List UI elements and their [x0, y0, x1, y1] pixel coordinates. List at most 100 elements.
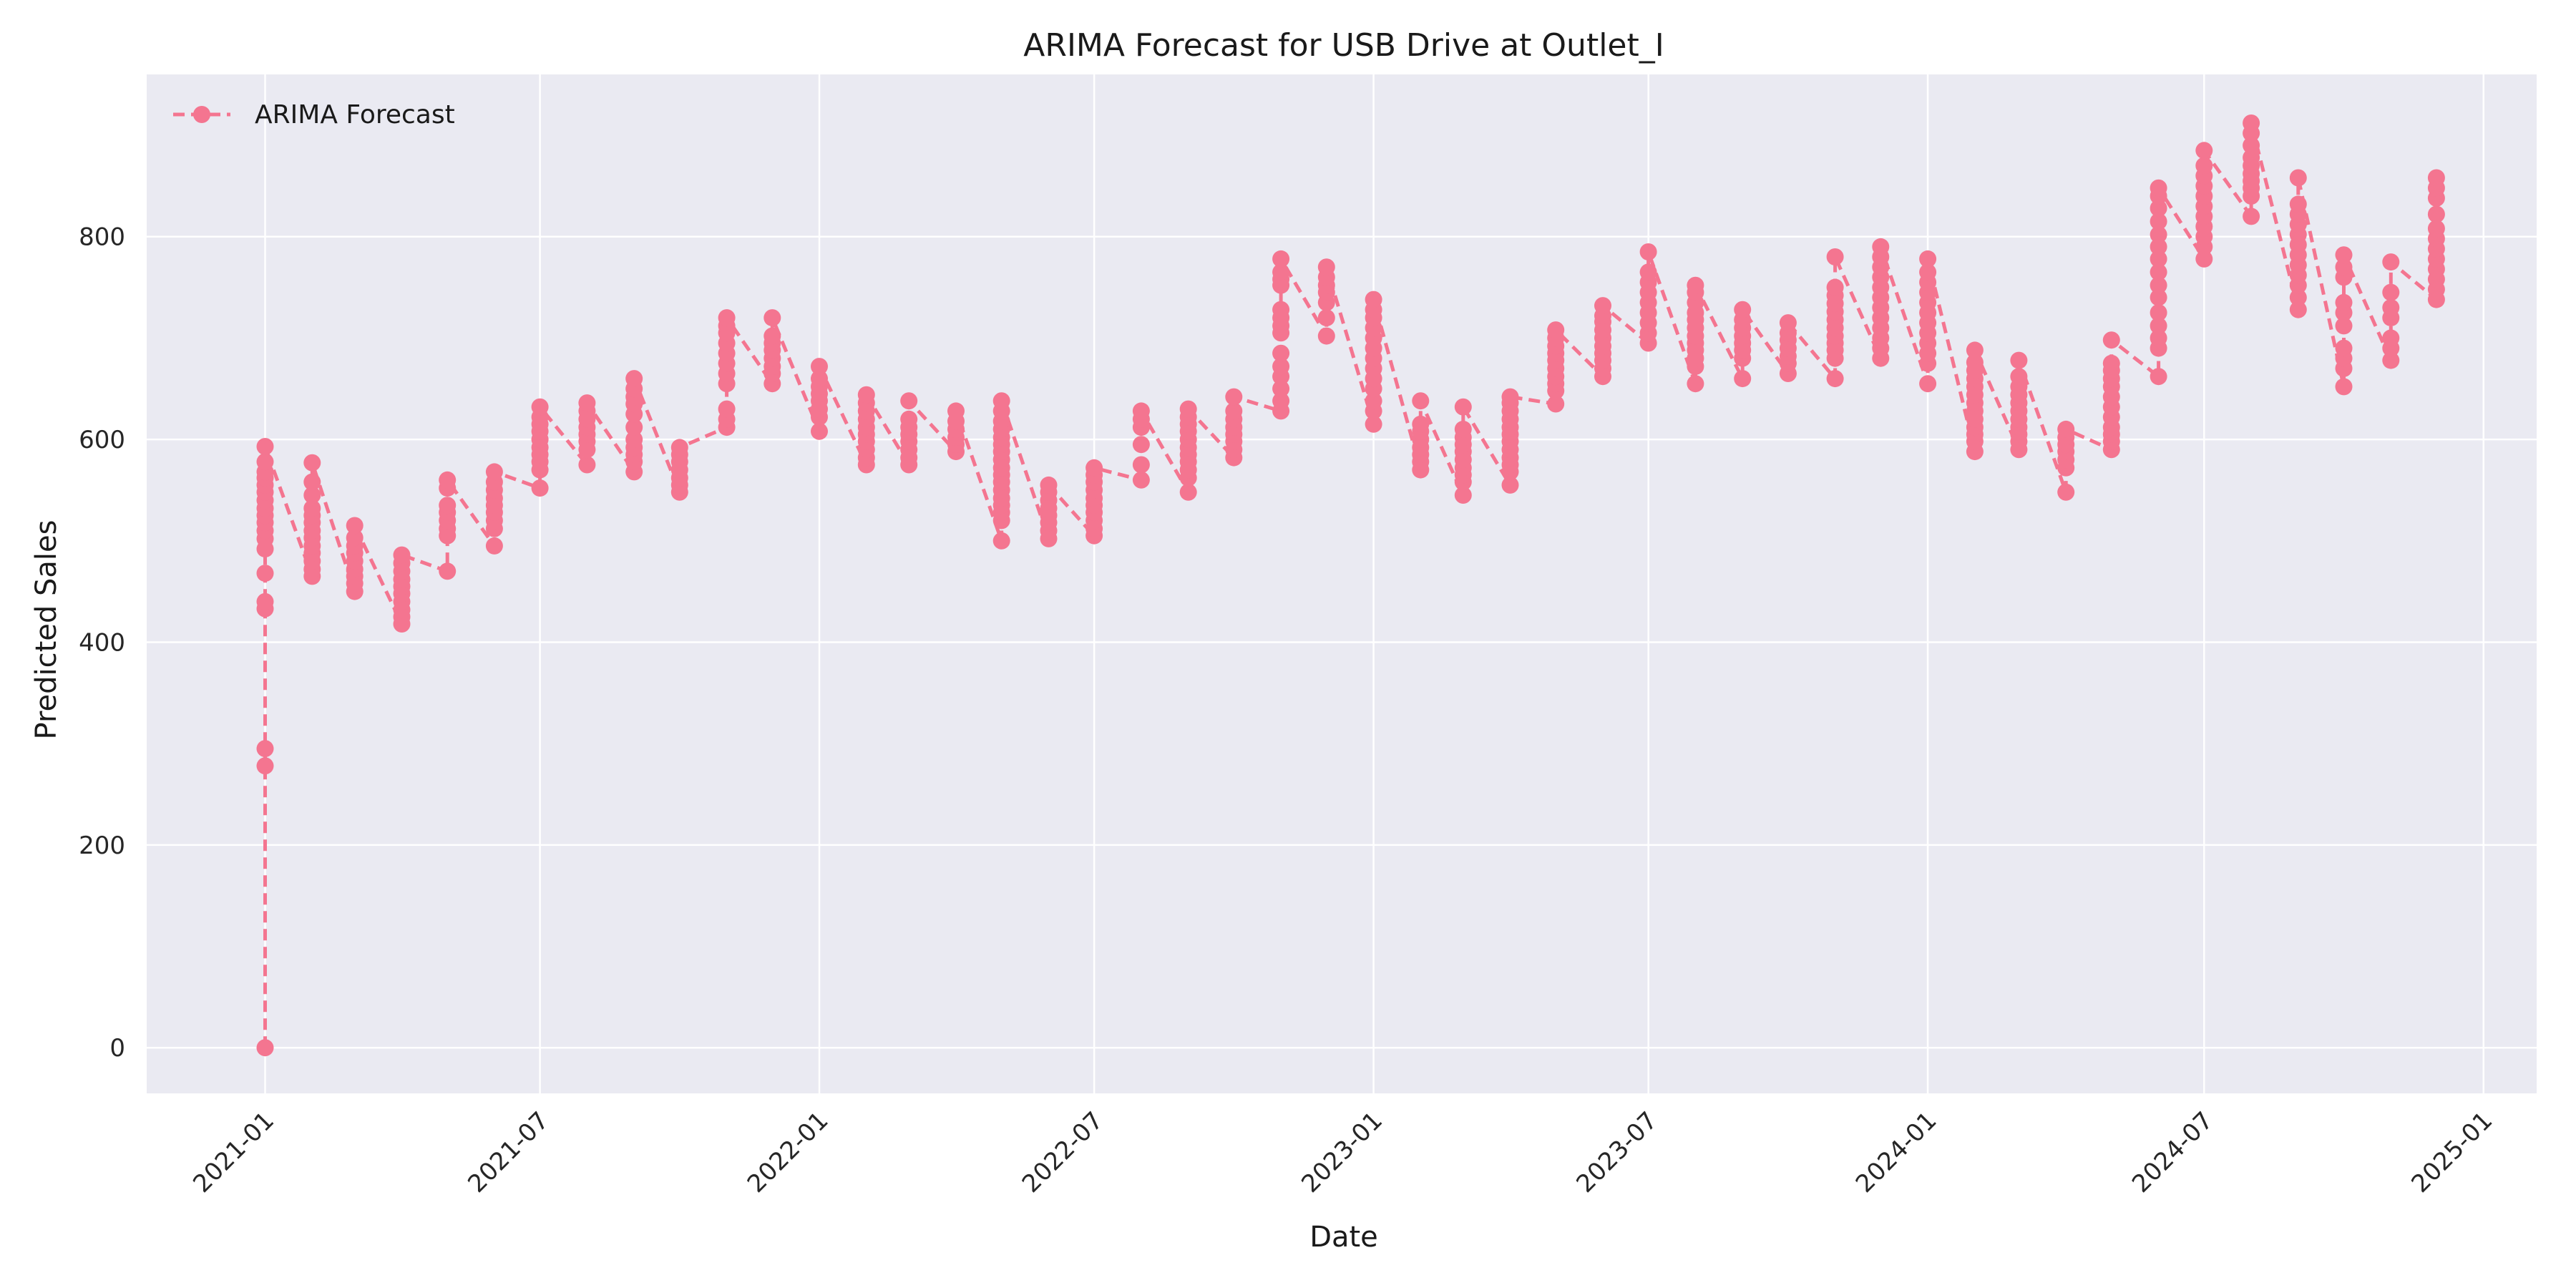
y-tick-label: 0 — [109, 1034, 125, 1063]
data-point — [531, 479, 549, 497]
data-point — [2289, 169, 2307, 187]
data-point — [2382, 329, 2400, 347]
data-point — [2382, 298, 2400, 316]
data-point — [1085, 459, 1103, 477]
data-point — [1966, 341, 1984, 359]
data-point — [1412, 392, 1430, 410]
data-point — [1454, 487, 1472, 504]
data-point — [857, 386, 875, 404]
data-point — [900, 392, 918, 410]
data-point — [1272, 380, 1290, 398]
data-point — [1040, 476, 1058, 494]
data-point — [625, 419, 643, 436]
data-point — [2335, 339, 2353, 357]
data-point — [256, 453, 274, 471]
data-point — [1132, 471, 1150, 489]
data-point — [2150, 179, 2167, 197]
data-point — [2335, 246, 2353, 264]
data-point — [625, 370, 643, 388]
data-point — [1272, 392, 1290, 410]
data-point — [2150, 317, 2167, 335]
data-point — [2243, 137, 2260, 155]
data-point — [670, 439, 688, 457]
data-point — [625, 431, 643, 449]
data-point — [2150, 276, 2167, 294]
y-tick-labels: 0 200 400 600 800 — [79, 223, 125, 1063]
data-point — [992, 532, 1010, 550]
data-point — [718, 309, 736, 327]
data-point — [2427, 205, 2445, 223]
data-point — [439, 471, 457, 489]
data-point — [1132, 402, 1150, 420]
data-point — [2010, 368, 2028, 386]
data-point — [303, 454, 321, 472]
data-point — [2382, 253, 2400, 271]
y-tick-label: 600 — [79, 426, 125, 454]
data-point — [1365, 392, 1382, 410]
data-point — [2150, 238, 2167, 255]
data-point — [2102, 354, 2120, 372]
data-point — [2150, 288, 2167, 306]
data-point — [1547, 321, 1565, 339]
data-point — [439, 497, 457, 514]
data-point — [2382, 351, 2400, 369]
data-point — [1454, 398, 1472, 416]
data-point — [1454, 420, 1472, 438]
data-point — [2150, 225, 2167, 243]
y-tick-label: 400 — [79, 628, 125, 657]
data-point — [900, 410, 918, 428]
plot-area — [147, 74, 2537, 1093]
data-point — [1919, 375, 1937, 393]
data-point — [346, 529, 364, 547]
data-point — [2010, 351, 2028, 369]
data-point — [992, 392, 1010, 410]
data-point — [1687, 276, 1704, 294]
data-point — [256, 565, 274, 582]
data-point — [2243, 208, 2260, 225]
data-point — [1272, 344, 1290, 362]
data-point — [303, 499, 321, 517]
data-point — [1272, 250, 1290, 268]
data-point — [256, 592, 274, 610]
data-point — [2335, 258, 2353, 276]
data-point — [1179, 483, 1197, 501]
data-point — [1966, 353, 1984, 371]
data-point — [2427, 220, 2445, 238]
data-point — [578, 394, 596, 412]
data-point — [1272, 301, 1290, 318]
data-point — [1639, 243, 1657, 260]
data-point — [811, 422, 828, 440]
data-point — [1501, 476, 1519, 494]
data-point — [2335, 317, 2353, 335]
data-point — [2150, 200, 2167, 217]
data-point — [811, 370, 828, 388]
data-point — [1687, 375, 1704, 393]
data-point — [2335, 378, 2353, 396]
data-point — [439, 562, 457, 580]
data-point — [485, 463, 503, 481]
legend-label: ARIMA Forecast — [255, 100, 455, 130]
data-point — [1317, 258, 1335, 276]
data-point — [2289, 288, 2307, 306]
data-point — [2195, 157, 2213, 175]
data-point — [2427, 169, 2445, 187]
data-point — [256, 1039, 274, 1057]
data-point — [1639, 263, 1657, 281]
data-point — [763, 309, 781, 327]
legend-marker-swatch — [193, 106, 210, 123]
legend: ARIMA Forecast — [173, 100, 455, 130]
data-point — [1734, 301, 1752, 318]
data-point — [346, 517, 364, 535]
y-tick-label: 200 — [79, 831, 125, 860]
data-point — [2243, 149, 2260, 167]
data-point — [2289, 301, 2307, 318]
data-point — [1547, 395, 1565, 413]
data-point — [393, 546, 411, 564]
data-point — [1179, 400, 1197, 418]
data-point — [1225, 388, 1243, 406]
x-axis-label: Date — [1309, 1221, 1378, 1254]
series-layer — [256, 114, 2445, 1057]
data-point — [303, 473, 321, 491]
data-point — [2150, 250, 2167, 268]
